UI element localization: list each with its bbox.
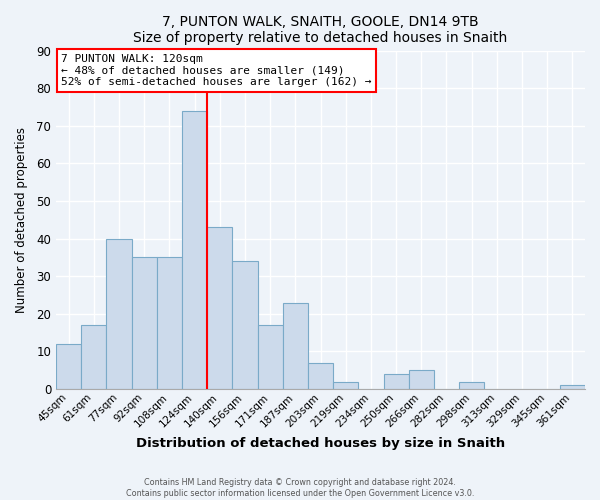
Bar [409,370,434,389]
Bar [131,258,157,389]
Bar [157,258,182,389]
Bar [560,386,585,389]
Bar [283,302,308,389]
Bar [81,325,106,389]
Bar [308,362,333,389]
X-axis label: Distribution of detached houses by size in Snaith: Distribution of detached houses by size … [136,437,505,450]
Bar [182,110,207,389]
Bar [257,325,283,389]
Title: 7, PUNTON WALK, SNAITH, GOOLE, DN14 9TB
Size of property relative to detached ho: 7, PUNTON WALK, SNAITH, GOOLE, DN14 9TB … [133,15,508,45]
Bar [383,374,409,389]
Bar [207,228,232,389]
Bar [106,238,131,389]
Y-axis label: Number of detached properties: Number of detached properties [15,127,28,313]
Bar [333,382,358,389]
Bar [56,344,81,389]
Text: 7 PUNTON WALK: 120sqm
← 48% of detached houses are smaller (149)
52% of semi-det: 7 PUNTON WALK: 120sqm ← 48% of detached … [61,54,372,87]
Text: Contains HM Land Registry data © Crown copyright and database right 2024.
Contai: Contains HM Land Registry data © Crown c… [126,478,474,498]
Bar [459,382,484,389]
Bar [232,261,257,389]
